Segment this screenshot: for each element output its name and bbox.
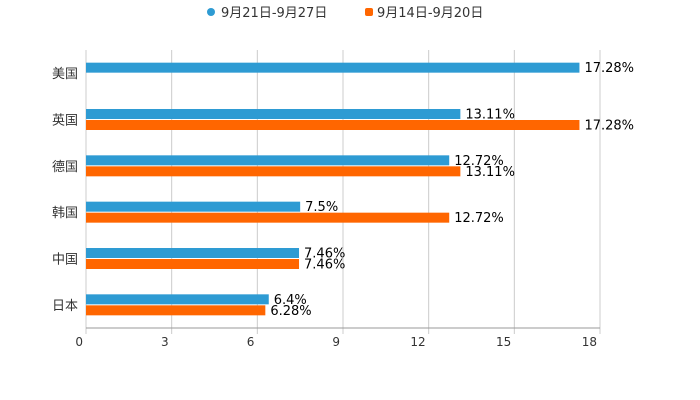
data-label-series-1-5: 6.4%	[274, 293, 307, 308]
legend-item-series-2[interactable]: 9月14日-9月20日	[365, 6, 483, 21]
bar-series-2-4	[86, 259, 300, 269]
bar-series-2-3	[86, 212, 450, 223]
bar-series-1-2	[86, 155, 450, 166]
data-label-series-2-2: 13.11%	[465, 165, 515, 180]
bar-series-1-3	[86, 201, 301, 212]
x-tick-label-15: 15	[496, 335, 511, 349]
data-label-series-1-1: 13.11%	[465, 108, 515, 123]
legend: 9月21日-9月27日 9月14日-9月20日	[207, 6, 483, 21]
x-tick-label-3: 3	[161, 335, 169, 349]
category-label-1: 英国	[52, 114, 78, 129]
data-label-series-2-3: 12.72%	[454, 211, 504, 226]
data-label-series-1-3: 7.5%	[305, 200, 338, 215]
data-label-series-1-0: 17.28%	[584, 61, 634, 76]
category-label-5: 日本	[52, 299, 78, 314]
category-label-4: 中国	[52, 253, 78, 268]
x-tick-label-6: 6	[247, 335, 255, 349]
bars	[86, 62, 580, 316]
category-label-3: 韩国	[52, 206, 78, 221]
grid	[85, 50, 601, 334]
data-label-series-2-1: 17.28%	[584, 119, 634, 134]
x-tick-label-9: 9	[332, 335, 340, 349]
legend-label-series-1: 9月21日-9月27日	[221, 6, 327, 21]
bar-series-2-1	[86, 120, 580, 130]
data-label-series-1-2: 12.72%	[454, 154, 504, 169]
bar-series-2-5	[86, 305, 266, 316]
category-label-2: 德国	[52, 160, 78, 175]
x-tick-label-18: 18	[582, 335, 597, 349]
bar-series-1-4	[86, 248, 300, 258]
category-label-0: 美国	[52, 67, 78, 82]
bar-series-1-5	[86, 294, 269, 305]
data-label-series-2-4: 7.46%	[304, 258, 345, 273]
legend-label-series-2: 9月14日-9月20日	[377, 6, 483, 21]
data-label-series-1-4: 7.46%	[304, 247, 345, 262]
x-tick-label-12: 12	[410, 335, 425, 349]
legend-marker-series-1	[207, 8, 215, 16]
data-label-series-2-5: 6.28%	[270, 304, 311, 319]
x-tick-label-0: 0	[75, 335, 83, 349]
bar-series-2-2	[86, 166, 461, 177]
legend-item-series-1[interactable]: 9月21日-9月27日	[207, 6, 327, 21]
legend-marker-series-2	[365, 8, 373, 16]
bar-series-1-0	[86, 62, 580, 73]
labels: 0 3 6 9 12 15 18 美国 17.28% 英国 13.11% 17.28% 德国 12.72%…	[52, 61, 634, 349]
bar-series-1-1	[86, 109, 461, 119]
